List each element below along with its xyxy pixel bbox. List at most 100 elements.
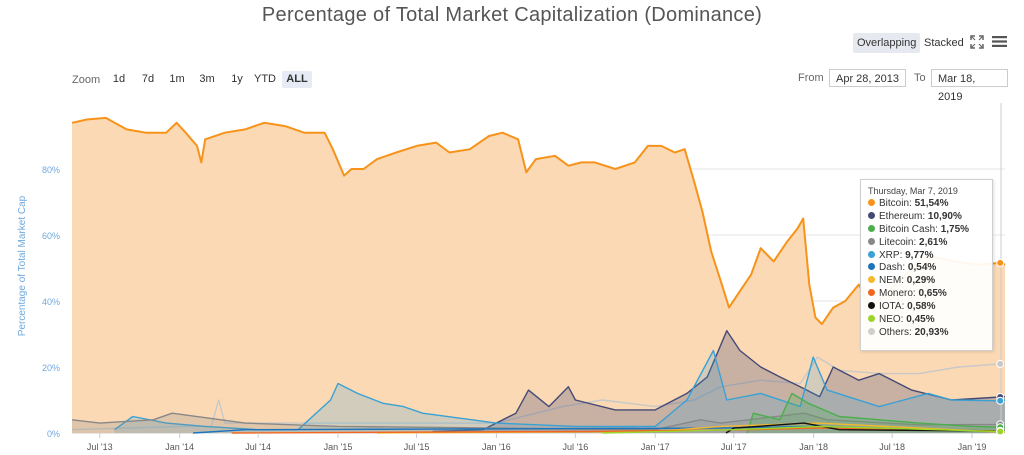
hover-markers [996,258,1005,437]
x-tick-label: Jul '15 [404,442,430,452]
x-tick-label: Jul '18 [879,442,905,452]
x-tick-label: Jan '19 [958,442,987,452]
stacked-toggle[interactable]: Stacked [924,37,964,49]
tooltip-separator: : [902,262,908,274]
tooltip-separator: : [922,210,928,222]
tooltip-series-name: Bitcoin Cash [879,223,936,235]
x-axis-ticks: Jul '13 Jan '14 Jul '14 Jan '15 Jul '15 Jan '… [87,433,986,452]
xrp-hover-marker [996,396,1005,405]
tooltip-separator: : [899,249,906,261]
bitcoin-area [72,117,1005,434]
series-color-dot [868,237,875,245]
zoom-7d-button[interactable]: 7d [141,73,155,85]
overlapping-toggle[interactable]: Overlapping [853,33,921,53]
tooltip-series-value: 0,65% [918,288,947,300]
zoom-1d-button[interactable]: 1d [112,73,126,85]
x-tick-label: Jul '14 [245,442,271,452]
y-axis-label: Percentage of Total Market Cap [17,195,28,336]
tooltip-separator: : [935,223,941,235]
xrp-area [114,350,1005,433]
y-tick-label: 80% [42,165,60,175]
tooltip-series-value: 0,54% [907,262,937,274]
series-color-dot [868,302,875,310]
tooltip-series-value: 1,75% [940,223,970,235]
tooltip-series-value: 2,61% [919,236,948,248]
y-axis-ticks: 0% 20% 40% 60% 80% [42,165,60,439]
x-tick-label: Jul '13 [87,442,113,452]
to-date-input[interactable]: Mar 18, 2019 [931,69,1008,103]
tooltip-series-name: Litecoin [879,236,914,248]
x-tick-label: Jan '14 [165,442,194,452]
bitcoin-line [71,116,1006,326]
tooltip-series-name: NEM [879,275,902,287]
ethereum-line [432,330,1006,433]
chart-title: Percentage of Total Market Capitalizatio… [261,4,763,26]
tooltip-row: XRP: 9,77% [868,250,992,263]
series-color-dot [868,315,875,323]
tooltip-row: Others: 20,93% [868,327,992,340]
tooltip-date: Thursday, Mar 7, 2019 [868,186,958,196]
tooltip-series-name: Others [879,326,910,338]
tooltip-row: NEO: 0,45% [868,314,992,327]
tooltip-row: Ethereum: 10,90% [868,211,992,224]
series-color-dot [868,327,875,335]
y-tick-label: 60% [42,231,60,241]
tooltip-series-name: IOTA [879,301,902,313]
tooltip-series-value: 0,29% [906,275,936,287]
x-tick-label: Jul '17 [721,442,747,452]
tooltip-series-name: Monero [879,288,913,300]
x-tick-label: Jan '16 [482,442,511,452]
tooltip-series-value: 9,77% [905,249,934,261]
series-color-dot [868,224,875,232]
series-color-dot [868,250,875,258]
zoom-all-button[interactable]: ALL [282,71,312,88]
tooltip-separator: : [913,236,920,248]
y-tick-label: 0% [47,429,60,439]
series-color-dot [868,199,875,206]
zoom-1y-button[interactable]: 1y [231,73,243,85]
tooltip-series-value: 51,54% [914,198,949,209]
tooltip-separator: : [909,326,915,338]
zoom-ytd-button[interactable]: YTD [254,73,276,85]
neo-hover-marker [996,427,1005,436]
zoom-3m-button[interactable]: 3m [199,73,215,85]
zoom-label: Zoom [72,74,101,86]
zoom-1m-button[interactable]: 1m [169,73,185,85]
tooltip-row: NEM: 0,29% [868,275,992,288]
tooltip-row: Bitcoin Cash: 1,75% [868,224,992,237]
others-hover-marker [996,359,1005,368]
tooltip-series-name: XRP [879,249,900,261]
tooltip-separator: : [900,314,907,326]
bitcoin-cash-line [746,392,1006,434]
series-color-dot [868,289,875,297]
x-tick-label: Jan '17 [641,442,670,452]
tooltip-separator: : [909,198,915,209]
x-tick-label: Jan '18 [799,442,828,452]
from-date-input[interactable]: Apr 28, 2013 [829,69,906,87]
tooltip-separator: : [901,301,908,313]
tooltip-row: Dash: 0,54% [868,262,992,275]
tooltip-row: Bitcoin: 51,54% [868,198,992,211]
hamburger-menu-icon[interactable] [992,35,1007,48]
y-tick-label: 40% [42,297,60,307]
tooltip-row: Litecoin: 2,61% [868,237,992,250]
tooltip-series-value: 0,58% [907,301,936,313]
tooltip-row: Monero: 0,65% [868,288,992,301]
ethereum-area [432,330,1006,433]
tooltip-series-name: NEO [879,314,901,326]
expand-icon[interactable] [970,35,984,49]
y-tick-label: 20% [42,363,60,373]
litecoin-line [71,412,1006,431]
tooltip: Thursday, Mar 7, 2019 Bitcoin: 51,54% Eth… [860,179,993,351]
tooltip-series-value: 0,45% [906,314,935,326]
x-tick-label: Jul '16 [563,442,589,452]
tooltip-row: IOTA: 0,58% [868,301,992,314]
tooltip-series-name: Ethereum [879,210,923,222]
series-layer [71,116,1006,434]
series-color-dot [868,211,875,219]
others-line [71,356,1006,431]
from-label: From [798,72,824,84]
to-label: To [914,72,926,84]
bitcoin-hover-marker [996,258,1005,267]
